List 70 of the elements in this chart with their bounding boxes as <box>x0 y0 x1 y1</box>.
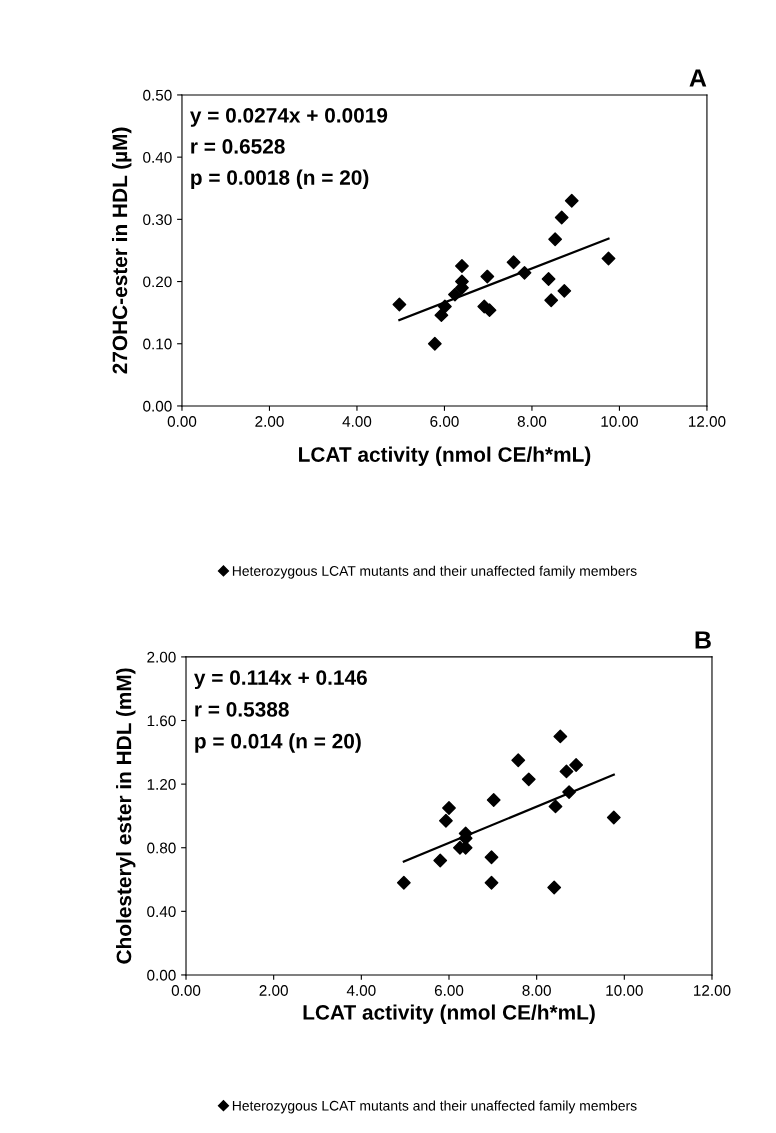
point <box>606 810 621 825</box>
x-tick-label: 12.00 <box>688 416 726 427</box>
point <box>569 758 584 772</box>
y-tick-label: 0.20 <box>143 276 172 288</box>
y-tick-label: 2.00 <box>147 651 176 663</box>
x-tick-label: 2.00 <box>255 416 284 427</box>
y-tick-label: 1.20 <box>147 778 176 790</box>
point <box>396 875 411 890</box>
point <box>557 283 572 298</box>
y-tick-label: 0.40 <box>147 906 176 918</box>
point <box>439 813 453 828</box>
annotation: y = 0.114x + 0.146 <box>194 670 367 690</box>
point <box>554 210 569 225</box>
annotation: r = 0.6528 <box>191 139 285 154</box>
y-tick-label: 0.00 <box>147 969 176 981</box>
point <box>480 269 495 284</box>
x-tick-label: 0.00 <box>171 985 201 996</box>
y-tick-label: 0.50 <box>143 89 172 101</box>
x-tick-label: 10.00 <box>601 416 638 427</box>
x-tick-label: 6.00 <box>430 416 459 427</box>
point <box>484 850 499 865</box>
y-axis-title: Cholesteryl ester in HDL (mM) <box>116 668 136 964</box>
point <box>559 764 574 779</box>
x-tick-label: 12.00 <box>694 985 731 996</box>
x-tick-label: 6.00 <box>434 985 464 996</box>
y-tick-label: 0.40 <box>143 152 172 163</box>
point <box>541 272 556 286</box>
point <box>562 785 576 799</box>
legend-label: Heterozygous LCAT mutants and their unaffected family members <box>232 565 637 579</box>
point <box>433 853 448 868</box>
point <box>486 793 501 807</box>
point <box>548 232 563 247</box>
point <box>484 875 499 890</box>
y-tick-label: 0.80 <box>147 842 176 854</box>
annotation: p = 0.014 (n = 20) <box>195 733 361 753</box>
point <box>442 801 456 815</box>
x-tick-label: 4.00 <box>342 416 372 427</box>
annotation: p = 0.0018 (n = 20) <box>191 169 369 190</box>
x-axis-title: LCAT activity (nmol CE/h*mL) <box>303 1004 595 1024</box>
point <box>564 193 579 208</box>
point <box>392 297 407 312</box>
x-tick-label: 0.00 <box>167 416 197 427</box>
point <box>455 259 469 273</box>
y-tick-label: 0.10 <box>143 338 172 350</box>
point <box>547 880 562 895</box>
x-axis-title: LCAT activity (nmol CE/h*mL) <box>299 446 591 467</box>
point <box>511 753 526 768</box>
chart-title: A <box>689 69 707 87</box>
point <box>553 729 568 744</box>
annotation: y = 0.0274x + 0.0019 <box>190 107 388 127</box>
y-tick-label: 1.60 <box>147 715 176 727</box>
point <box>544 293 559 308</box>
annotation: r = 0.5388 <box>195 701 289 717</box>
y-axis-title: 27OHC-ester in HDL (µM) <box>111 127 132 374</box>
chart-title: B <box>695 631 711 649</box>
x-tick-label: 10.00 <box>606 985 643 996</box>
point <box>521 772 536 787</box>
point <box>427 336 442 351</box>
x-tick-label: 4.00 <box>346 985 376 996</box>
point <box>506 255 521 270</box>
y-tick-label: 0.30 <box>143 214 172 226</box>
legend-label: Heterozygous LCAT mutants and their unaffected family members <box>232 1100 637 1114</box>
x-tick-label: 2.00 <box>259 985 288 996</box>
x-tick-label: 8.00 <box>517 416 547 427</box>
point <box>517 265 532 280</box>
point <box>548 799 563 814</box>
y-tick-label: 0.00 <box>143 400 172 412</box>
x-tick-label: 8.00 <box>522 985 551 996</box>
point <box>601 251 616 266</box>
point <box>437 299 452 314</box>
